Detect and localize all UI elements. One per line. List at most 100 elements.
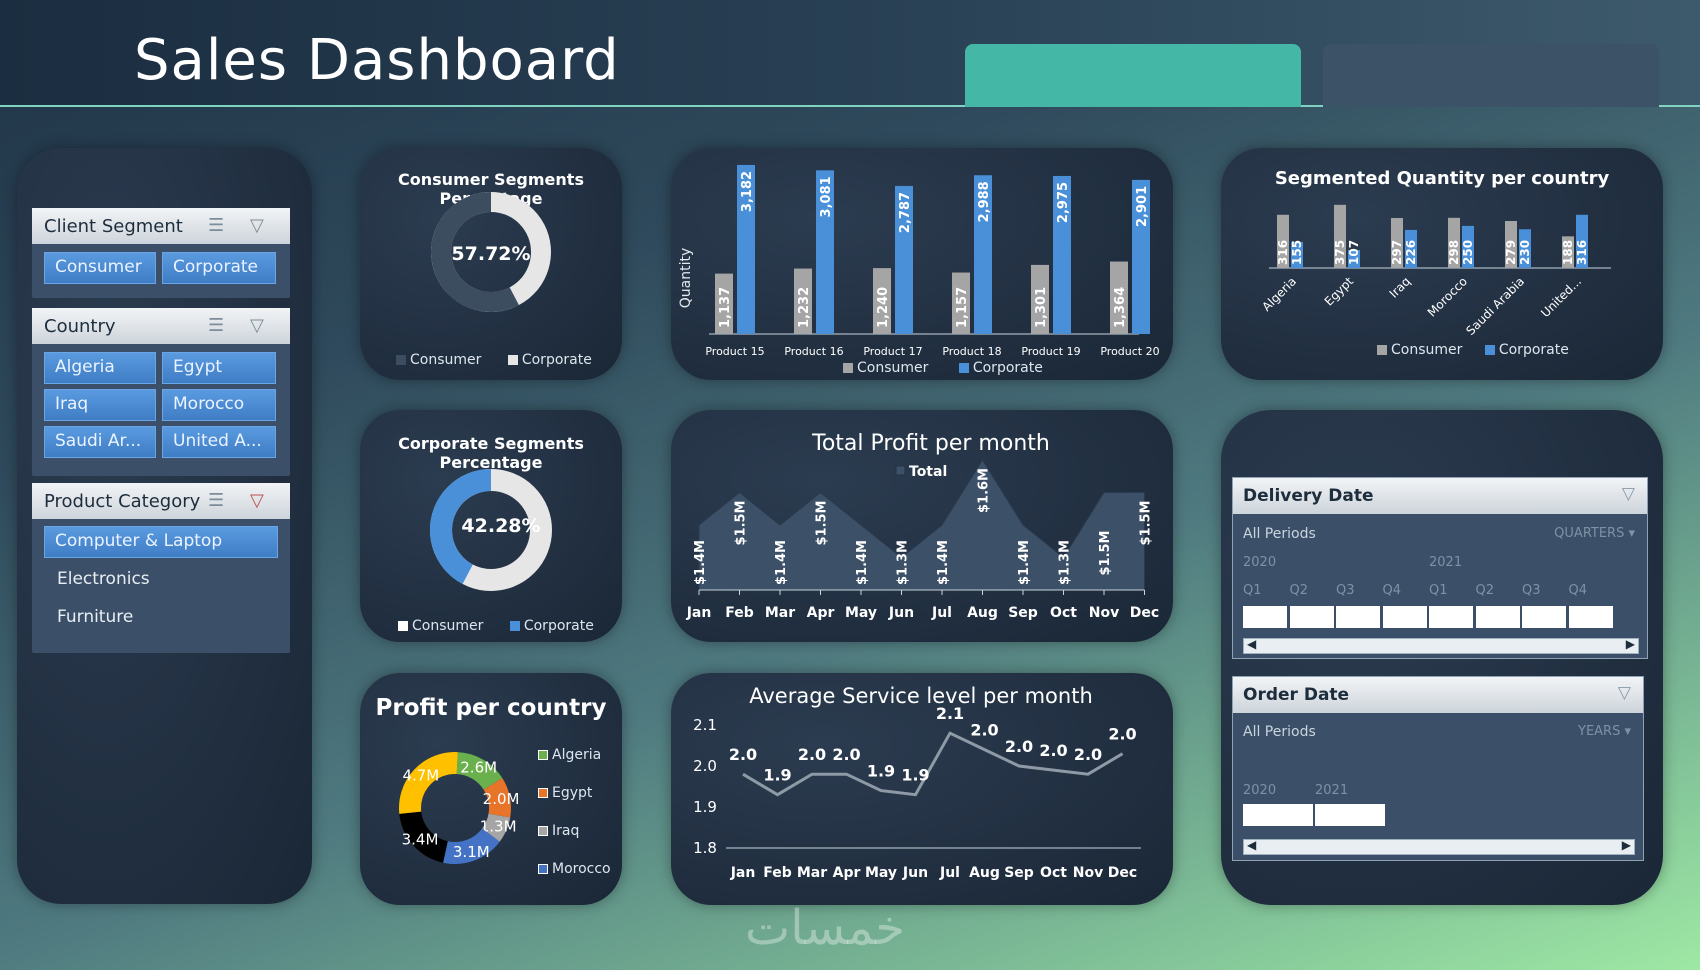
bar-consumer bbox=[1391, 217, 1403, 268]
timeline-quarter-bar[interactable] bbox=[1243, 606, 1289, 628]
timeline-quarter-label: Q1 bbox=[1429, 583, 1448, 598]
legend: Consumer Corporate bbox=[398, 618, 594, 634]
line-data-label: 2.1 bbox=[936, 704, 964, 723]
slicer-item-furniture[interactable]: Furniture bbox=[57, 607, 134, 627]
page-title: Sales Dashboard bbox=[134, 28, 620, 93]
timeline-quarter-bar[interactable] bbox=[1289, 606, 1336, 628]
slicer-title: Country bbox=[44, 316, 116, 337]
slicer-item-electronics[interactable]: Electronics bbox=[57, 569, 150, 589]
x-tick-label: Jul bbox=[939, 865, 960, 881]
slicer-header: Client Segment ☰ ▽ bbox=[32, 208, 290, 244]
slicer-title: Client Segment bbox=[44, 216, 183, 237]
timeline-year-bar[interactable] bbox=[1243, 804, 1315, 826]
bar-consumer bbox=[1031, 264, 1049, 334]
legend-item: Egypt bbox=[538, 785, 592, 801]
x-tick-label: Product 17 bbox=[863, 345, 922, 358]
donut-slice bbox=[399, 811, 449, 863]
timeline-quarter-label: Q1 bbox=[1243, 583, 1262, 598]
bar-corporate bbox=[1053, 175, 1071, 334]
bar-data-label: 316 bbox=[1276, 240, 1290, 265]
timeline-scrollbar[interactable]: ◀ ▶ bbox=[1243, 838, 1635, 855]
slicer-item-computer-laptop[interactable]: Computer & Laptop bbox=[44, 526, 278, 558]
timeline-quarter-bar[interactable] bbox=[1522, 606, 1568, 628]
slice-label: 2.0M bbox=[483, 790, 520, 808]
donut-slice bbox=[399, 752, 458, 814]
scroll-left-icon[interactable]: ◀ bbox=[1247, 637, 1257, 651]
slicer-item-saudi-arabia[interactable]: Saudi Ar... bbox=[44, 426, 156, 458]
slicer-item-united-arab-emirates[interactable]: United A... bbox=[162, 426, 276, 458]
multi-select-icon[interactable]: ☰ bbox=[208, 315, 225, 336]
y-tick-label: 1.8 bbox=[693, 839, 717, 857]
bar-data-label: 3,081 bbox=[819, 176, 834, 217]
timeline-year-bar[interactable] bbox=[1315, 804, 1387, 826]
clear-filter-icon[interactable]: ▽ bbox=[1617, 683, 1631, 703]
donut-center-label: 42.28% bbox=[461, 515, 540, 537]
bar-consumer bbox=[1448, 217, 1460, 268]
x-tick-label: Mar bbox=[797, 865, 827, 881]
slicer-item-morocco[interactable]: Morocco bbox=[162, 389, 276, 421]
multi-select-icon[interactable]: ☰ bbox=[208, 215, 225, 236]
donut-slice bbox=[443, 828, 500, 864]
header-tab[interactable] bbox=[1323, 44, 1659, 107]
legend: Consumer Corporate bbox=[843, 360, 1043, 376]
multi-select-icon[interactable]: ☰ bbox=[208, 490, 225, 511]
area-fill bbox=[698, 459, 1145, 591]
scroll-left-icon[interactable]: ◀ bbox=[1247, 838, 1257, 852]
clear-filter-icon[interactable]: ▽ bbox=[250, 215, 264, 236]
bar-consumer bbox=[952, 272, 970, 334]
timeline-periods: All Periods bbox=[1243, 724, 1316, 740]
x-tick-label: Iraq bbox=[1387, 274, 1413, 300]
x-tick-label: Jul bbox=[931, 605, 952, 621]
consumer-segments-card: Consumer Segments Percentage 57.72% Cons… bbox=[360, 148, 622, 380]
slicer-item-iraq[interactable]: Iraq bbox=[44, 389, 156, 421]
bar-corporate bbox=[974, 175, 992, 334]
timeline-scrollbar[interactable]: ◀ ▶ bbox=[1243, 637, 1639, 654]
bar-data-label: 316 bbox=[1575, 240, 1589, 265]
bar-corporate bbox=[1519, 229, 1531, 268]
scroll-right-icon[interactable]: ▶ bbox=[1625, 637, 1635, 651]
timeline-quarter-bar[interactable] bbox=[1382, 606, 1429, 628]
slicer-item-consumer[interactable]: Consumer bbox=[44, 252, 156, 284]
bar-data-label: 1,157 bbox=[955, 287, 970, 328]
bar-data-label: 1,301 bbox=[1034, 287, 1049, 328]
slicer-header: Country ☰ ▽ bbox=[32, 308, 290, 344]
x-tick-label: Apr bbox=[833, 865, 861, 881]
bar-consumer bbox=[1562, 236, 1574, 268]
bar-data-label: 375 bbox=[1333, 240, 1347, 265]
clear-filter-icon[interactable]: ▽ bbox=[250, 490, 264, 511]
x-tick-label: Product 20 bbox=[1100, 345, 1159, 358]
timeline-quarter-label: Q2 bbox=[1475, 583, 1495, 598]
bar-data-label: 279 bbox=[1504, 240, 1518, 265]
timeline-quarter-bar[interactable] bbox=[1475, 606, 1522, 628]
slicer-item-corporate[interactable]: Corporate bbox=[162, 252, 276, 284]
slicer-item-algeria[interactable]: Algeria bbox=[44, 352, 156, 384]
timeline-quarter-bar[interactable] bbox=[1568, 606, 1615, 628]
x-tick-label: Oct bbox=[1050, 605, 1077, 621]
line-data-label: 2.0 bbox=[1074, 745, 1102, 764]
timeline-quarter-bar[interactable] bbox=[1429, 606, 1475, 628]
timeline-quarter-label: Q3 bbox=[1336, 583, 1355, 598]
timeline-quarter-bar[interactable] bbox=[1336, 606, 1382, 628]
scroll-right-icon[interactable]: ▶ bbox=[1621, 838, 1631, 852]
bar-data-label: 1,232 bbox=[797, 287, 812, 328]
chart-title: Total Profit per month bbox=[811, 431, 1050, 456]
area-data-label: $1.4M bbox=[855, 540, 870, 585]
clear-filter-icon[interactable]: ▽ bbox=[1621, 484, 1635, 504]
legend-item: Algeria bbox=[538, 747, 601, 763]
donut-slice bbox=[483, 777, 511, 818]
slicer-item-egypt[interactable]: Egypt bbox=[162, 352, 276, 384]
timeline-title: Delivery Date bbox=[1243, 486, 1374, 506]
timeline-year: 2020 bbox=[1243, 783, 1277, 798]
area-data-label: $1.3M bbox=[896, 540, 911, 585]
legend-label: Egypt bbox=[552, 785, 593, 801]
x-tick-label: Jun bbox=[888, 605, 914, 621]
timeline-level-select[interactable]: YEARS ▾ bbox=[1578, 724, 1631, 739]
timeline-level-select[interactable]: QUARTERS ▾ bbox=[1554, 526, 1635, 541]
bar-corporate bbox=[816, 170, 834, 334]
clear-filter-icon[interactable]: ▽ bbox=[250, 315, 264, 336]
header-tab-active[interactable] bbox=[965, 44, 1301, 107]
bar-consumer bbox=[715, 273, 733, 334]
x-tick-label: Product 19 bbox=[1021, 345, 1080, 358]
card-title: Profit per country bbox=[375, 695, 607, 721]
x-tick-label: Saudi Arabia bbox=[1463, 274, 1527, 338]
